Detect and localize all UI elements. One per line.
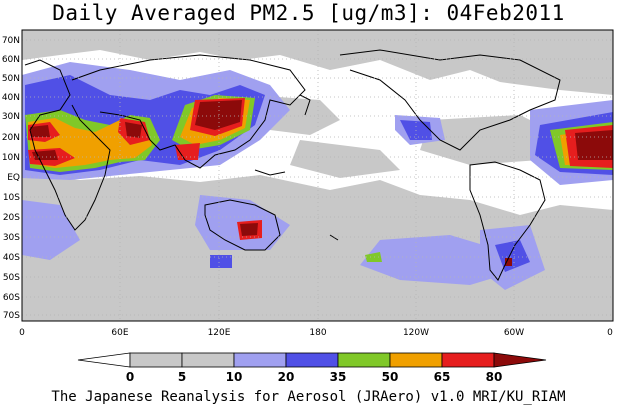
lon-label: 0 bbox=[19, 328, 25, 338]
lat-label: 50S bbox=[3, 273, 20, 283]
lat-label: 10N bbox=[2, 153, 20, 163]
colorbar-tick: 80 bbox=[486, 370, 503, 384]
coastlines bbox=[24, 49, 561, 281]
lat-label: 10S bbox=[3, 193, 20, 203]
colorbar-cell bbox=[233, 352, 287, 368]
lat-label: 70N bbox=[2, 36, 20, 46]
pm25-level-80-plus bbox=[30, 100, 613, 266]
longitude-labels: 0 60E 120E 180 120W 60W 0 bbox=[19, 328, 613, 338]
pm25-field bbox=[22, 30, 613, 321]
lat-label: EQ bbox=[7, 173, 20, 183]
lon-label: 60W bbox=[504, 328, 524, 338]
latitude-labels: 70N 60N 50N 40N 30N 20N 10N EQ 10S 20S 3… bbox=[2, 36, 20, 321]
lat-label: 60N bbox=[2, 55, 20, 65]
credit-line: The Japanese Reanalysis for Aerosol (JRA… bbox=[51, 389, 566, 405]
colorbar-cell bbox=[441, 352, 495, 368]
colorbar-tick: 20 bbox=[278, 370, 295, 384]
lat-label: 20S bbox=[3, 213, 20, 223]
colorbar-tick: 0 bbox=[126, 370, 134, 384]
lon-label: 60E bbox=[111, 328, 128, 338]
lat-label: 40N bbox=[2, 93, 20, 103]
colorbar-ticks: 0 5 10 20 35 50 65 80 bbox=[126, 370, 503, 384]
colorbar-tick: 65 bbox=[434, 370, 451, 384]
colorbar-tick: 10 bbox=[226, 370, 243, 384]
lat-label: 60S bbox=[3, 293, 20, 303]
colorbar-cell bbox=[337, 352, 391, 368]
lat-label: 30S bbox=[3, 233, 20, 243]
lon-label: 120E bbox=[208, 328, 231, 338]
colorbar-tick: 5 bbox=[178, 370, 186, 384]
colorbar-tick: 35 bbox=[330, 370, 347, 384]
colorbar-cell bbox=[181, 352, 235, 368]
map-title: Daily Averaged PM2.5 [ug/m3]: 04Feb2011 bbox=[52, 1, 565, 25]
lon-label: 180 bbox=[309, 328, 326, 338]
lat-label: 30N bbox=[2, 112, 20, 122]
lat-label: 70S bbox=[3, 311, 20, 321]
lon-label: 120W bbox=[403, 328, 429, 338]
colorbar-tick: 50 bbox=[382, 370, 399, 384]
colorbar-cell bbox=[493, 352, 547, 368]
colorbar-cell bbox=[129, 352, 183, 368]
colorbar-cell bbox=[77, 352, 131, 368]
lat-label: 50N bbox=[2, 74, 20, 84]
map-frame bbox=[21, 29, 614, 322]
lon-label: 0 bbox=[607, 328, 613, 338]
colorbar-cell bbox=[389, 352, 443, 368]
colorbar-cell bbox=[285, 352, 339, 368]
graticule bbox=[22, 30, 613, 321]
lat-label: 40S bbox=[3, 253, 20, 263]
colorbar bbox=[77, 352, 547, 368]
lat-label: 20N bbox=[2, 133, 20, 143]
